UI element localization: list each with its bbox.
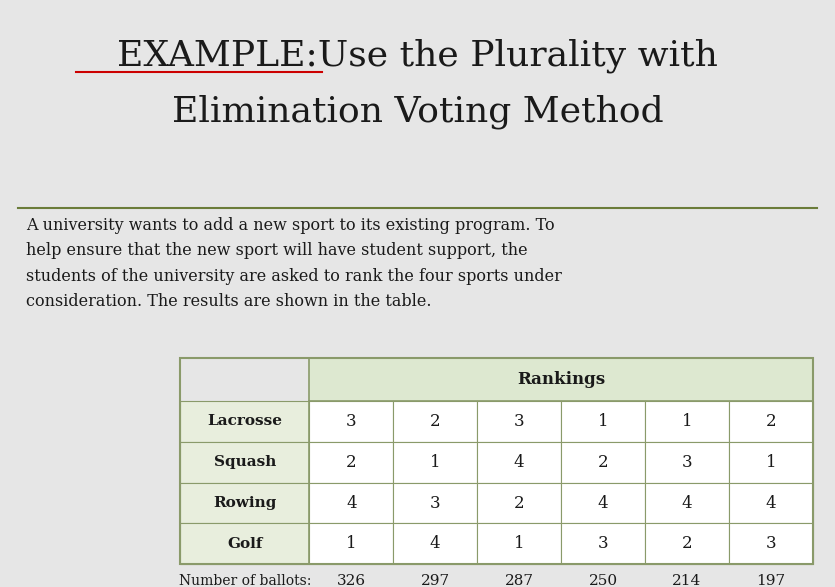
Text: Elimination Voting Method: Elimination Voting Method xyxy=(172,95,663,129)
FancyBboxPatch shape xyxy=(645,524,729,564)
FancyBboxPatch shape xyxy=(180,483,309,524)
Text: 3: 3 xyxy=(514,413,524,430)
Text: 214: 214 xyxy=(672,574,701,587)
FancyBboxPatch shape xyxy=(393,524,477,564)
FancyBboxPatch shape xyxy=(393,442,477,483)
FancyBboxPatch shape xyxy=(645,401,729,442)
Text: 3: 3 xyxy=(346,413,357,430)
Text: 3: 3 xyxy=(598,535,609,552)
FancyBboxPatch shape xyxy=(393,483,477,524)
Text: 2: 2 xyxy=(514,494,524,511)
FancyBboxPatch shape xyxy=(309,359,812,401)
FancyBboxPatch shape xyxy=(561,524,645,564)
Text: 2: 2 xyxy=(766,413,777,430)
Text: 287: 287 xyxy=(504,574,534,587)
Text: 1: 1 xyxy=(598,413,609,430)
Text: 2: 2 xyxy=(430,413,441,430)
FancyBboxPatch shape xyxy=(309,401,393,442)
FancyBboxPatch shape xyxy=(477,483,561,524)
Text: 2: 2 xyxy=(346,454,357,471)
Text: 1: 1 xyxy=(346,535,357,552)
Text: 4: 4 xyxy=(514,454,524,471)
FancyBboxPatch shape xyxy=(645,442,729,483)
Text: 250: 250 xyxy=(589,574,618,587)
Text: Golf: Golf xyxy=(227,537,262,551)
Text: 197: 197 xyxy=(757,574,786,587)
FancyBboxPatch shape xyxy=(729,524,812,564)
Text: 1: 1 xyxy=(681,413,692,430)
Text: 4: 4 xyxy=(681,494,692,511)
Text: 1: 1 xyxy=(514,535,524,552)
Text: 4: 4 xyxy=(766,494,777,511)
FancyBboxPatch shape xyxy=(309,442,393,483)
FancyBboxPatch shape xyxy=(309,524,393,564)
FancyBboxPatch shape xyxy=(309,483,393,524)
Text: Lacrosse: Lacrosse xyxy=(207,414,282,429)
FancyBboxPatch shape xyxy=(180,442,309,483)
Text: 3: 3 xyxy=(766,535,777,552)
FancyBboxPatch shape xyxy=(729,401,812,442)
Text: 3: 3 xyxy=(430,494,441,511)
Text: EXAMPLE:Use the Plurality with: EXAMPLE:Use the Plurality with xyxy=(117,38,718,73)
Text: 2: 2 xyxy=(681,535,692,552)
FancyBboxPatch shape xyxy=(393,401,477,442)
Text: Rankings: Rankings xyxy=(517,371,605,388)
Text: 4: 4 xyxy=(346,494,357,511)
FancyBboxPatch shape xyxy=(729,442,812,483)
Text: Squash: Squash xyxy=(214,456,276,469)
Text: Rowing: Rowing xyxy=(213,496,276,510)
Text: 326: 326 xyxy=(337,574,366,587)
FancyBboxPatch shape xyxy=(477,442,561,483)
Text: 1: 1 xyxy=(766,454,777,471)
Text: 4: 4 xyxy=(430,535,441,552)
FancyBboxPatch shape xyxy=(561,401,645,442)
FancyBboxPatch shape xyxy=(561,442,645,483)
FancyBboxPatch shape xyxy=(645,483,729,524)
Text: 3: 3 xyxy=(681,454,692,471)
Text: 4: 4 xyxy=(598,494,609,511)
Text: 2: 2 xyxy=(598,454,609,471)
Text: 297: 297 xyxy=(421,574,450,587)
FancyBboxPatch shape xyxy=(729,483,812,524)
Text: Number of ballots:: Number of ballots: xyxy=(179,574,311,587)
Text: 1: 1 xyxy=(430,454,441,471)
FancyBboxPatch shape xyxy=(477,401,561,442)
FancyBboxPatch shape xyxy=(180,524,309,564)
Text: A university wants to add a new sport to its existing program. To
help ensure th: A university wants to add a new sport to… xyxy=(27,217,562,310)
FancyBboxPatch shape xyxy=(561,483,645,524)
FancyBboxPatch shape xyxy=(180,401,309,442)
FancyBboxPatch shape xyxy=(477,524,561,564)
